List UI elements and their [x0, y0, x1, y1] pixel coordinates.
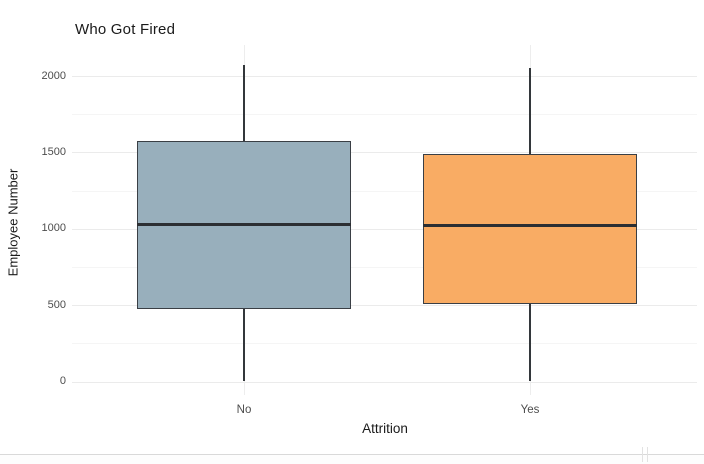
chart-title: Who Got Fired [75, 21, 176, 38]
whisker-upper-no [243, 65, 245, 141]
y-tick-label: 1500 [41, 146, 66, 158]
gridline-major [72, 76, 697, 77]
gridline-major [72, 305, 697, 307]
x-tick-label: Yes [520, 404, 540, 416]
whisker-lower-yes [529, 303, 531, 382]
bottom-scrollbar-track [0, 455, 704, 464]
gridline-major [72, 152, 697, 154]
whisker-lower-no [243, 308, 245, 382]
gridline-minor [72, 190, 697, 192]
plot-pane: Who Got Fired Employee Number Attrition … [5, 21, 697, 436]
y-tick-label: 1000 [41, 222, 66, 234]
median-line-yes [423, 224, 637, 228]
gridline-minor [72, 343, 697, 345]
y-tick-label: 500 [47, 299, 66, 311]
pane-divider [0, 454, 704, 455]
gridline-major [72, 381, 697, 383]
scrollbar-thumb[interactable] [642, 447, 648, 462]
gridline-major [72, 228, 697, 230]
median-line-no [137, 222, 351, 226]
x-axis-title: Attrition [362, 421, 408, 436]
box-yes [423, 153, 637, 304]
gridline-minor [72, 266, 697, 268]
y-axis-title: Employee Number [5, 168, 21, 277]
gridline-minor [72, 114, 697, 116]
y-tick-label: 0 [59, 375, 66, 387]
whisker-upper-yes [529, 68, 531, 154]
x-tick-label: No [236, 404, 252, 416]
y-tick-label: 2000 [41, 70, 66, 82]
